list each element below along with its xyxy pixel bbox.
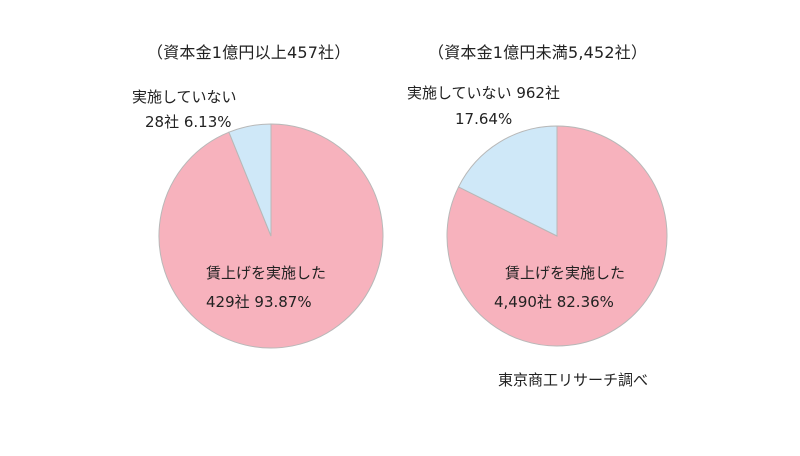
slice-detail-not-implemented-small: 17.64% bbox=[455, 110, 513, 128]
slice-label-not-implemented-large: 実施していない bbox=[132, 88, 237, 106]
pie-chart-large-companies bbox=[158, 123, 384, 349]
slice-detail-not-implemented-large: 28社 6.13% bbox=[145, 113, 232, 131]
slice-label-implemented-small: 賃上げを実施した bbox=[505, 264, 626, 282]
slice-label-not-implemented-small: 実施していない 962社 bbox=[407, 84, 560, 102]
slice-detail-implemented-small: 4,490社 82.36% bbox=[494, 293, 614, 311]
pie-slice-not-implemented-large bbox=[228, 123, 272, 237]
pie-slice-not-implemented-small bbox=[457, 125, 558, 237]
source-note: 東京商工リサーチ調べ bbox=[498, 371, 649, 389]
slice-label-implemented-large: 賃上げを実施した bbox=[206, 264, 327, 282]
chart-title-large-companies: （資本金1億円以上457社） bbox=[147, 43, 351, 62]
slice-detail-implemented-large: 429社 93.87% bbox=[206, 293, 312, 311]
chart-title-small-companies: （資本金1億円未満5,452社） bbox=[428, 43, 648, 62]
pie-chart-small-companies bbox=[446, 125, 668, 347]
